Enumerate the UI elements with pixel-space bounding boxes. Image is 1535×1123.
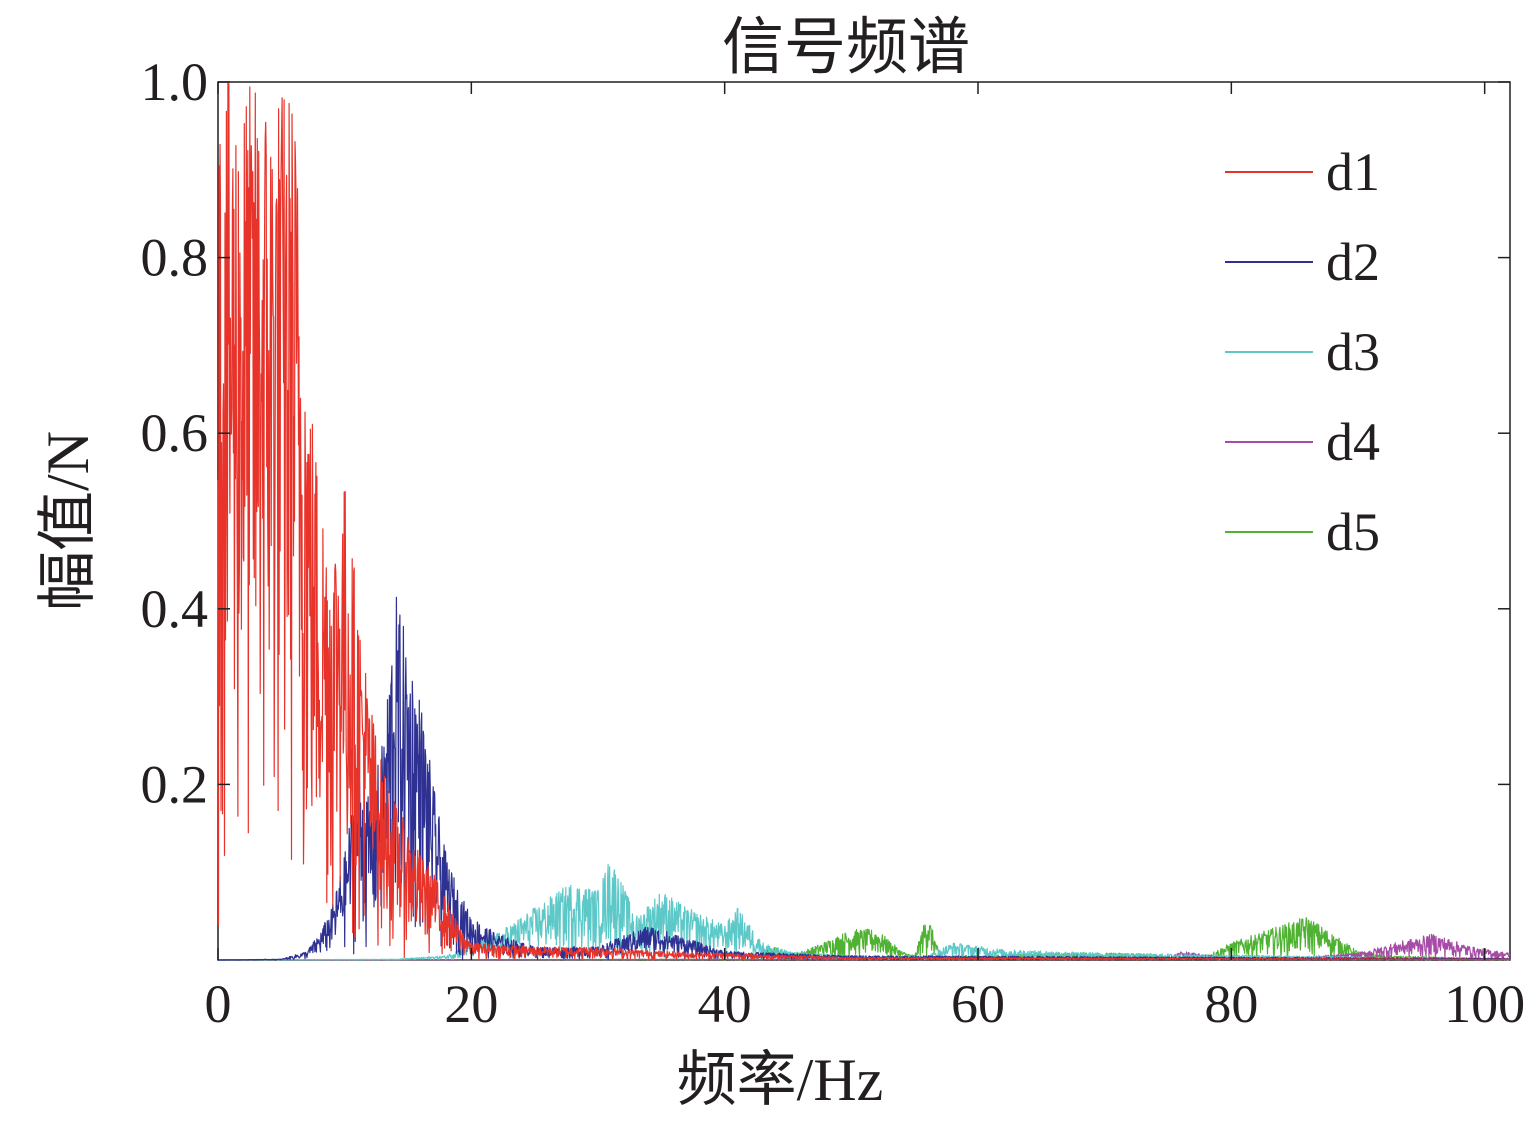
y-tick-label: 0.8 (141, 228, 209, 288)
y-tick-label: 0.4 (141, 579, 209, 639)
legend-label-d1: d1 (1326, 142, 1380, 202)
y-axis-label: 幅值/N (35, 431, 101, 611)
chart-title: 信号频谱 (722, 14, 970, 82)
series-layer (217, 82, 1511, 961)
legend: d1 d2 d3 d4 d5 (1225, 142, 1380, 562)
x-tick-label: 100 (1444, 974, 1525, 1034)
x-tick-label: 40 (698, 974, 752, 1034)
legend-label-d3: d3 (1326, 322, 1380, 382)
x-tick-label: 20 (444, 974, 498, 1034)
x-axis-label: 频率/Hz (677, 1047, 884, 1113)
ticks-layer: 0 20 40 60 80 100 0.2 0.4 0.6 0.8 1.0 (141, 52, 1526, 1034)
series-line-d1 (217, 82, 1511, 961)
x-tick-label: 80 (1204, 974, 1258, 1034)
y-tick-label: 0.2 (141, 754, 209, 814)
x-tick-label: 60 (951, 974, 1005, 1034)
legend-label-d2: d2 (1326, 232, 1380, 292)
x-tick-label: 0 (205, 974, 232, 1034)
legend-label-d5: d5 (1326, 502, 1380, 562)
y-tick-label: 0.6 (141, 403, 209, 463)
legend-label-d4: d4 (1326, 412, 1380, 472)
y-tick-label: 1.0 (141, 52, 209, 112)
series-line-d5 (217, 917, 1511, 961)
